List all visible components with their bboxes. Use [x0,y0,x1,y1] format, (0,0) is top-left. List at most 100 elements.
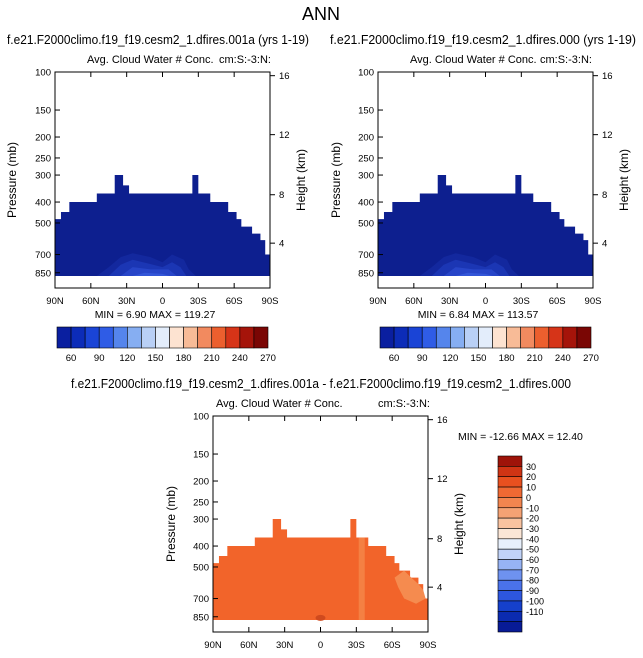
y2-tick-label: 12 [602,130,613,141]
y-tick-label: 100 [193,412,209,423]
colorbar-swatch [225,326,241,349]
colorbar-swatch [534,326,550,349]
y-tick-label: 200 [35,133,51,144]
y-tick-label: 500 [35,218,51,229]
field-contour [443,267,500,277]
colorbar-swatch [497,455,523,467]
colorbar-swatch [497,621,523,633]
field-contour [132,272,170,277]
colorbar-label: 10 [526,483,536,493]
panel3-case-title: f.e21.F2000climo.f19_f19.cesm2_1.dfires.… [71,377,571,391]
y-tick-label: 250 [35,153,51,164]
x-tick-label: 60N [240,640,258,651]
y-tick-label: 500 [193,562,209,573]
colorbar-swatch [464,326,479,349]
y2-tick-label: 12 [437,474,448,485]
y2-tick-label: 8 [437,534,442,545]
colorbar-swatch [155,326,170,349]
y-tick-label: 850 [35,268,51,279]
y-axis-label: Pressure (mb) [5,142,19,218]
colorbar-label: 150 [471,353,487,364]
y2-tick-label: 4 [279,239,284,250]
y-tick-label: 700 [35,250,51,261]
colorbar-label: 0 [526,493,531,503]
colorbar-label: -50 [526,545,539,555]
colorbar-swatch [497,590,523,602]
x-tick-label: 30S [190,296,207,307]
colorbar-label: 120 [442,353,458,364]
colorbar-swatch [421,326,437,349]
field-contour [455,272,493,277]
y-tick-label: 150 [35,106,51,117]
y-tick-label: 500 [358,218,374,229]
colorbar-label: 240 [232,353,248,364]
field-contour [394,570,426,604]
colorbar-swatch [183,326,198,349]
colorbar-label: 60 [389,353,400,364]
panel-subtitle: Avg. Cloud Water # Conc. [87,54,214,66]
x-tick-label: 60N [405,296,423,307]
colorbar-label: -80 [526,576,539,586]
colorbar-swatch [497,610,523,622]
colorbar-label: 270 [260,353,276,364]
units-label: cm:S:-3:N: [540,54,592,66]
x-tick-label: 30N [276,640,294,651]
colorbar-swatch [112,326,128,349]
colorbar-label: -60 [526,555,539,565]
field-region [213,519,428,621]
colorbar-swatch [84,326,100,349]
y-tick-label: 300 [193,515,209,526]
y2-tick-label: 4 [437,583,442,594]
colorbar-label: 180 [176,353,192,364]
panel-1-colorbar: 60 90 120 150 180 210 240 270 [56,326,276,364]
colorbar-label: 180 [499,353,515,364]
panel-2-colorbar: 60 90 120 150 180 210 240 270 [379,326,599,364]
colorbar-label: 150 [148,353,164,364]
colorbar-swatch [497,486,523,498]
y2-axis-label: Height (km) [617,149,631,211]
y2-axis-label: Height (km) [294,149,308,211]
x-tick-label: 0 [318,640,323,651]
colorbar-label: -40 [526,534,539,544]
x-tick-label: 90S [585,296,602,307]
panel1-minmax: MIN = 6.90 MAX = 119.27 [95,309,216,321]
colorbar-label: -100 [526,596,544,606]
colorbar-label: 120 [119,353,135,364]
x-tick-label: 90S [420,640,437,651]
y-axis-label: Pressure (mb) [164,486,178,562]
field-contour [315,614,326,621]
colorbar-label: -90 [526,586,539,596]
colorbar-swatch [127,326,142,349]
field-contour [358,537,365,621]
x-tick-label: 90N [369,296,387,307]
colorbar-swatch [497,548,523,560]
colorbar-swatch [497,569,523,581]
colorbar-label: -110 [526,607,543,617]
panel2-minmax: MIN = 6.84 MAX = 113.57 [418,309,539,321]
colorbar-label: -70 [526,565,539,575]
colorbar-swatch [253,326,269,349]
colorbar-label: 270 [583,353,599,364]
y-tick-label: 150 [193,450,209,461]
y-tick-label: 400 [358,198,374,209]
x-tick-label: 90N [46,296,64,307]
colorbar-swatch [393,326,409,349]
colorbar-label: 210 [527,353,543,364]
x-tick-label: 60S [226,296,243,307]
colorbar-swatch [56,326,72,349]
colorbar-swatch [497,476,523,488]
colorbar-swatch [70,326,86,349]
x-tick-label: 60S [384,640,401,651]
field-contour [120,267,177,277]
y2-tick-label: 8 [279,190,284,201]
colorbar-swatch [497,528,523,540]
units-label: cm:S:-3:N: [219,54,271,66]
y-tick-label: 100 [358,68,374,79]
y-tick-label: 400 [193,542,209,553]
colorbar-swatch [497,517,523,529]
panel2-case-title: f.e21.F2000climo.f19_f19.cesm2_1.dfires.… [330,33,636,47]
x-tick-label: 30S [513,296,530,307]
colorbar-swatch [478,326,493,349]
y-tick-label: 300 [358,171,374,182]
